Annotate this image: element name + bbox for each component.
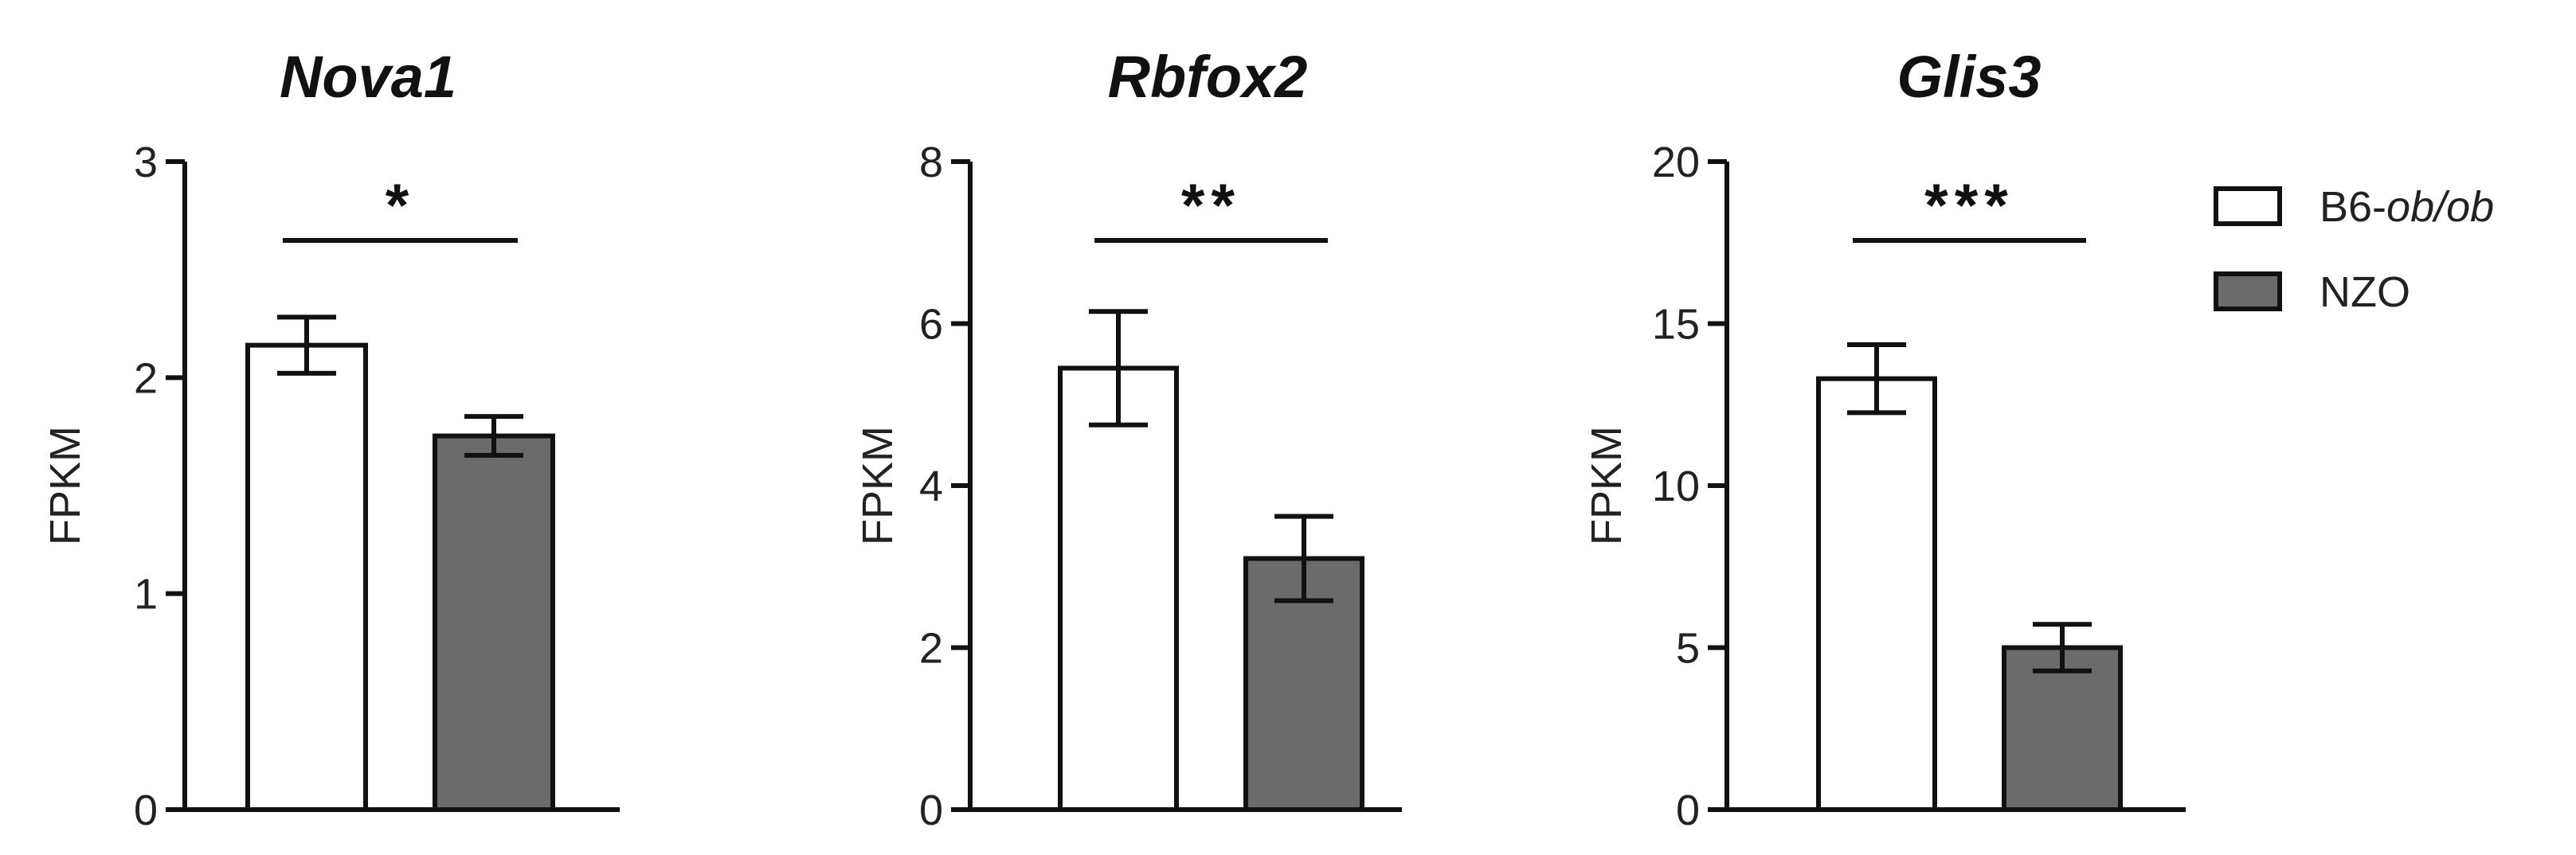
y-tick-label: 6 — [919, 301, 943, 349]
chart-title: Nova1 — [280, 44, 456, 110]
panel-glis3: Glis3 FPKM 0 5 10 15 20 *** — [1583, 44, 2186, 834]
error-bar — [1847, 342, 1906, 416]
significance-label: * — [386, 172, 416, 240]
legend-swatch-nzo — [2214, 271, 2282, 311]
bar-nzo — [2002, 645, 2123, 812]
y-tick-label: 1 — [134, 571, 158, 619]
error-bar — [277, 314, 336, 376]
y-tick-label: 2 — [919, 625, 943, 673]
error-bar — [464, 414, 523, 459]
y-tick-label: 0 — [919, 787, 943, 834]
legend: B6-ob/ob NZO — [2214, 183, 2494, 316]
chart-title: Rbfox2 — [1108, 44, 1308, 110]
y-axis-label: FPKM — [41, 426, 89, 545]
y-tick-label: 0 — [1676, 787, 1700, 834]
y-axis-label: FPKM — [1583, 426, 1631, 545]
legend-label-nzo: NZO — [2320, 268, 2410, 316]
bar-b6-ob-ob — [1816, 376, 1937, 812]
y-tick-label: 0 — [134, 787, 158, 834]
y-tick-label: 2 — [134, 354, 158, 402]
chart-title: Glis3 — [1897, 44, 2042, 110]
y-tick-label: 20 — [1652, 139, 1700, 186]
error-bar — [2033, 622, 2092, 673]
panel-rbfox2: Rbfox2 FPKM 0 2 4 6 8 ** — [854, 44, 1402, 834]
significance-label: ** — [1181, 172, 1241, 240]
y-tick-label: 8 — [919, 139, 943, 186]
legend-label-b6-ob-ob: B6-ob/ob — [2320, 183, 2494, 231]
error-bar — [1274, 513, 1333, 603]
bar-b6-ob-ob — [245, 342, 368, 812]
error-bar — [1089, 309, 1148, 428]
chart-panels: Nova1 FPKM 0 1 2 3 * Rbfox2 FPKM 0 2 4 6 8 ** Glis3 FPKM… — [41, 44, 2186, 834]
y-axis-label: FPKM — [854, 426, 902, 545]
y-tick-label: 15 — [1652, 301, 1700, 349]
bar-b6-ob-ob — [1058, 365, 1179, 812]
y-tick-label: 10 — [1652, 463, 1700, 510]
bar-nzo — [433, 433, 555, 812]
panel-nova1: Nova1 FPKM 0 1 2 3 * — [41, 44, 620, 834]
legend-swatch-b6-ob-ob — [2214, 186, 2282, 226]
y-tick-label: 4 — [919, 463, 943, 510]
y-tick-label: 5 — [1676, 625, 1700, 673]
y-tick-label: 3 — [134, 139, 158, 186]
significance-label: *** — [1924, 172, 2014, 240]
